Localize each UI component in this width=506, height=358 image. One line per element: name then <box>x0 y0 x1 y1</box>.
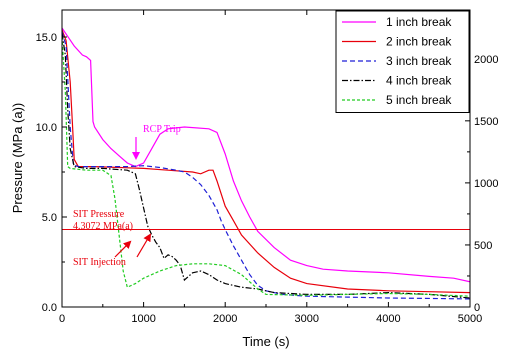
legend-label: 3 inch break <box>386 54 452 68</box>
y2-tick-label: 1000 <box>474 178 498 190</box>
x-axis-label: Time (s) <box>242 334 289 349</box>
annotation-sit-pressure: SIT Pressure <box>73 209 125 220</box>
annotation-sit-injection-arrow-1 <box>114 240 132 258</box>
x-tick-label: 2000 <box>213 313 237 325</box>
y-tick-label: 10.0 <box>36 122 57 134</box>
legend-box <box>335 10 470 113</box>
annotation-rcp-trip: RCP Trip <box>143 124 181 135</box>
annotation-sit-injection-arrow-2 <box>136 233 152 258</box>
series-line-1 <box>62 27 470 283</box>
annotation-sit-injection: SIT Injection <box>73 257 126 268</box>
y2-tick-label: 500 <box>474 240 492 252</box>
series-line-2 <box>62 29 470 294</box>
annotation-sit-pressure-value: 4.3072 MPa(a) <box>73 221 133 232</box>
legend-label: 5 inch break <box>386 93 452 107</box>
legend-label: 2 inch break <box>386 35 452 49</box>
series-line-5 <box>62 36 470 297</box>
y2-tick-label: 0 <box>474 302 480 314</box>
x-tick-label: 4000 <box>376 313 400 325</box>
y-tick-label: 15.0 <box>36 32 57 44</box>
legend-label: 1 inch break <box>386 15 452 29</box>
series-line-4 <box>62 33 470 299</box>
legend-label: 4 inch break <box>386 74 452 88</box>
x-tick-label: 1000 <box>131 313 155 325</box>
y-tick-label: 5.0 <box>42 212 57 224</box>
y2-tick-label: 2000 <box>474 54 498 66</box>
y-axis-label: Pressure (MPa (a)) <box>10 103 25 214</box>
legend: 1 inch break 2 inch break 3 inch break 4 in… <box>335 10 470 113</box>
x-tick-label: 0 <box>59 313 65 325</box>
x-tick-label: 5000 <box>458 313 482 325</box>
x-tick-label: 3000 <box>295 313 319 325</box>
y2-tick-label: 1500 <box>474 116 498 128</box>
y-tick-label: 0.0 <box>42 302 57 314</box>
